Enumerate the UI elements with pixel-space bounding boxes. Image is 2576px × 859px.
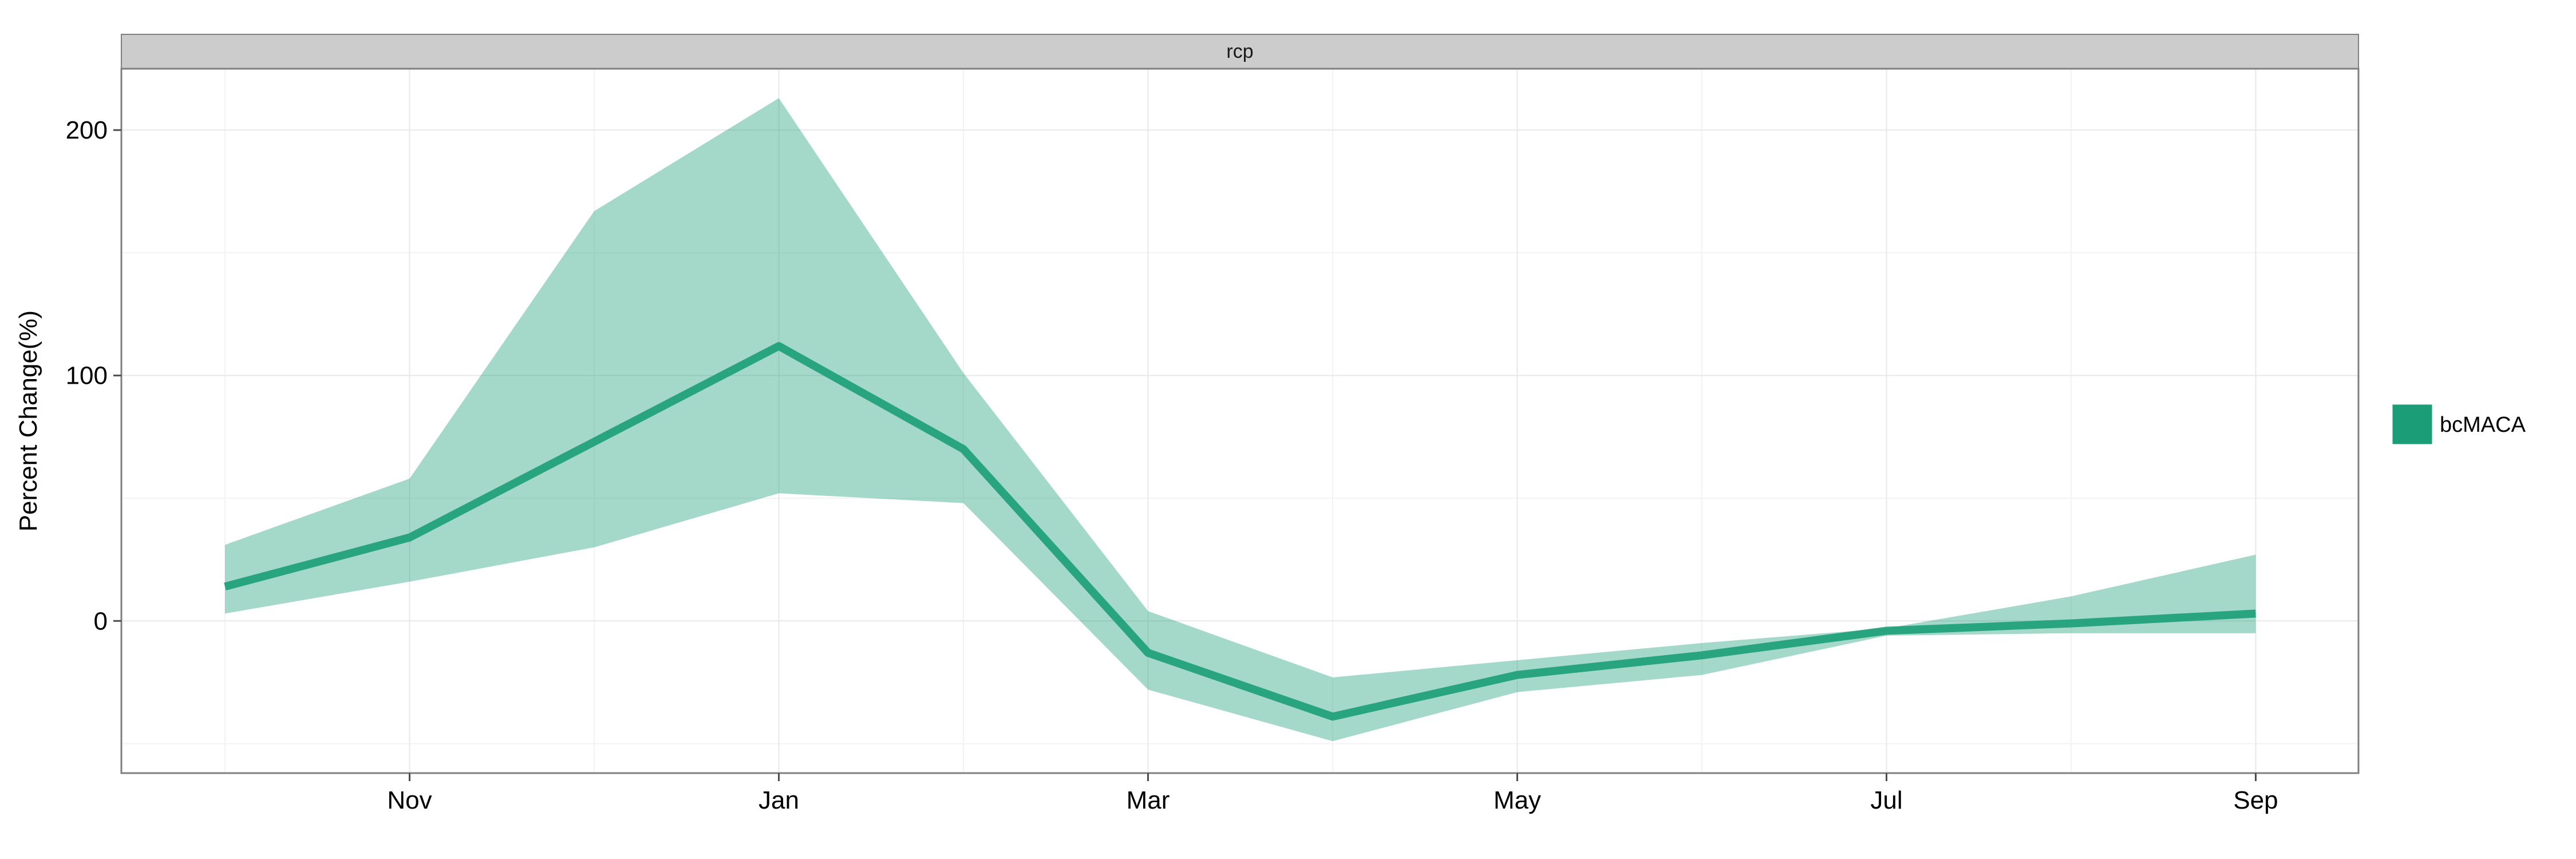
x-axis: Nov Jan Mar May Jul Sep: [387, 773, 2278, 814]
x-tick-label: Sep: [2233, 786, 2278, 814]
x-tick-label: Nov: [387, 786, 432, 814]
y-tick-label: 0: [94, 607, 108, 635]
plot-panel: [120, 68, 2360, 774]
grid-major: [121, 69, 2358, 773]
facet-strip: [121, 34, 2359, 69]
x-tick-label: Jul: [1870, 786, 1902, 814]
series-layer: [224, 98, 2256, 742]
mean-line-bcmaca: [224, 342, 2256, 721]
legend: bcMACA: [2391, 403, 2526, 446]
plot-panel-border: [120, 68, 2360, 774]
legend-key-bcmaca: [2391, 403, 2434, 446]
y-tick-label: 200: [66, 116, 108, 144]
facet-strip-label: rcp: [1226, 41, 1253, 62]
x-tick-label: Jan: [758, 786, 799, 814]
y-tick-label: 100: [66, 362, 108, 390]
ribbon-bcmaca: [225, 98, 2256, 742]
legend-label-bcmaca: bcMACA: [2440, 413, 2526, 437]
y-axis-title: Percent Change(%): [14, 310, 42, 531]
y-axis: 0 100 200: [66, 116, 121, 635]
x-tick-label: Mar: [1127, 786, 1170, 814]
x-tick-label: May: [1494, 786, 1541, 814]
